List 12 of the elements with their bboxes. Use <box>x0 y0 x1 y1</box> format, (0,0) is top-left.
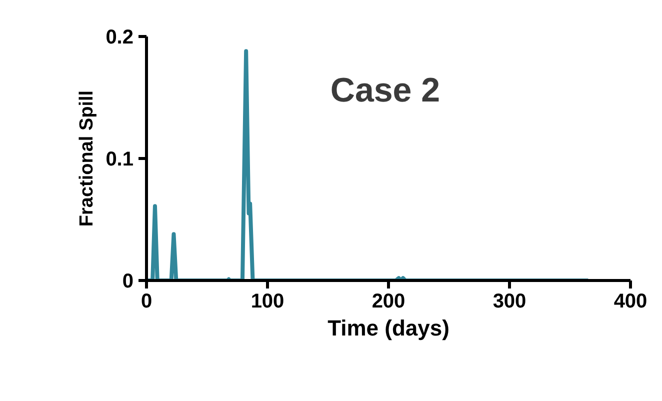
x-axis-title: Time (days) <box>328 316 450 340</box>
annotation: Case 2 <box>330 72 440 110</box>
y-tick-label: 0.1 <box>106 148 134 170</box>
x-tick-label: 0 <box>140 290 152 312</box>
y-tick-label: 0 <box>122 270 134 292</box>
y-axis-title: Fractional Spill <box>76 90 98 227</box>
x-tick-label: 200 <box>372 290 406 312</box>
x-tick-label: 100 <box>250 290 284 312</box>
y-tick-label: 0.2 <box>106 26 134 48</box>
x-tick-label: 400 <box>614 290 648 312</box>
line-series <box>146 49 590 280</box>
x-tick-label: 300 <box>492 290 526 312</box>
